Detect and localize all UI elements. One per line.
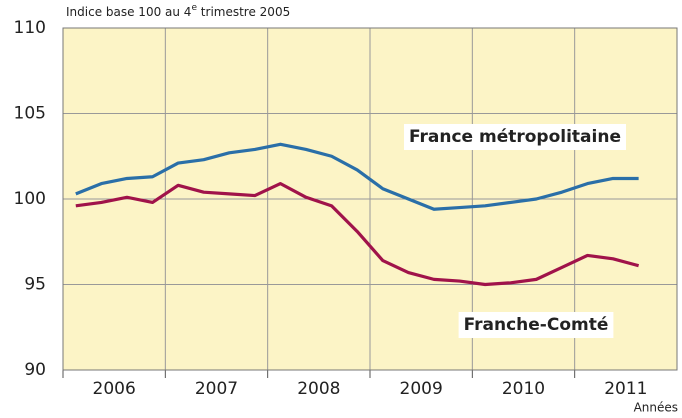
x-group-label: 2010 bbox=[502, 379, 545, 399]
y-tick-label: 100 bbox=[14, 189, 46, 209]
x-axis-label: Années bbox=[634, 401, 678, 415]
series-label: France métropolitaine bbox=[409, 127, 621, 147]
plot-frame bbox=[62, 27, 678, 371]
subtitle-part: e bbox=[191, 3, 197, 13]
y-tick-label: 95 bbox=[24, 275, 46, 295]
y-tick-label: 90 bbox=[24, 360, 46, 380]
x-group-label: 2011 bbox=[604, 379, 647, 399]
series-label: Franche-Comté bbox=[464, 315, 609, 335]
x-group-label: 2006 bbox=[93, 379, 136, 399]
subtitle-part: trimestre 2005 bbox=[197, 5, 290, 19]
subtitle: Indice base 100 au 4e trimestre 2005 bbox=[66, 3, 290, 19]
x-group-label: 2008 bbox=[297, 379, 340, 399]
series-label-box bbox=[458, 312, 614, 338]
y-tick-label: 105 bbox=[14, 104, 46, 124]
series-line bbox=[75, 142, 639, 211]
x-group-label: 2007 bbox=[195, 379, 238, 399]
y-tick-label: 110 bbox=[14, 18, 46, 38]
series-line bbox=[75, 182, 640, 287]
subtitle-part: Indice base 100 au 4 bbox=[66, 5, 191, 19]
x-group-label: 2009 bbox=[400, 379, 443, 399]
series-label-box bbox=[403, 124, 627, 150]
